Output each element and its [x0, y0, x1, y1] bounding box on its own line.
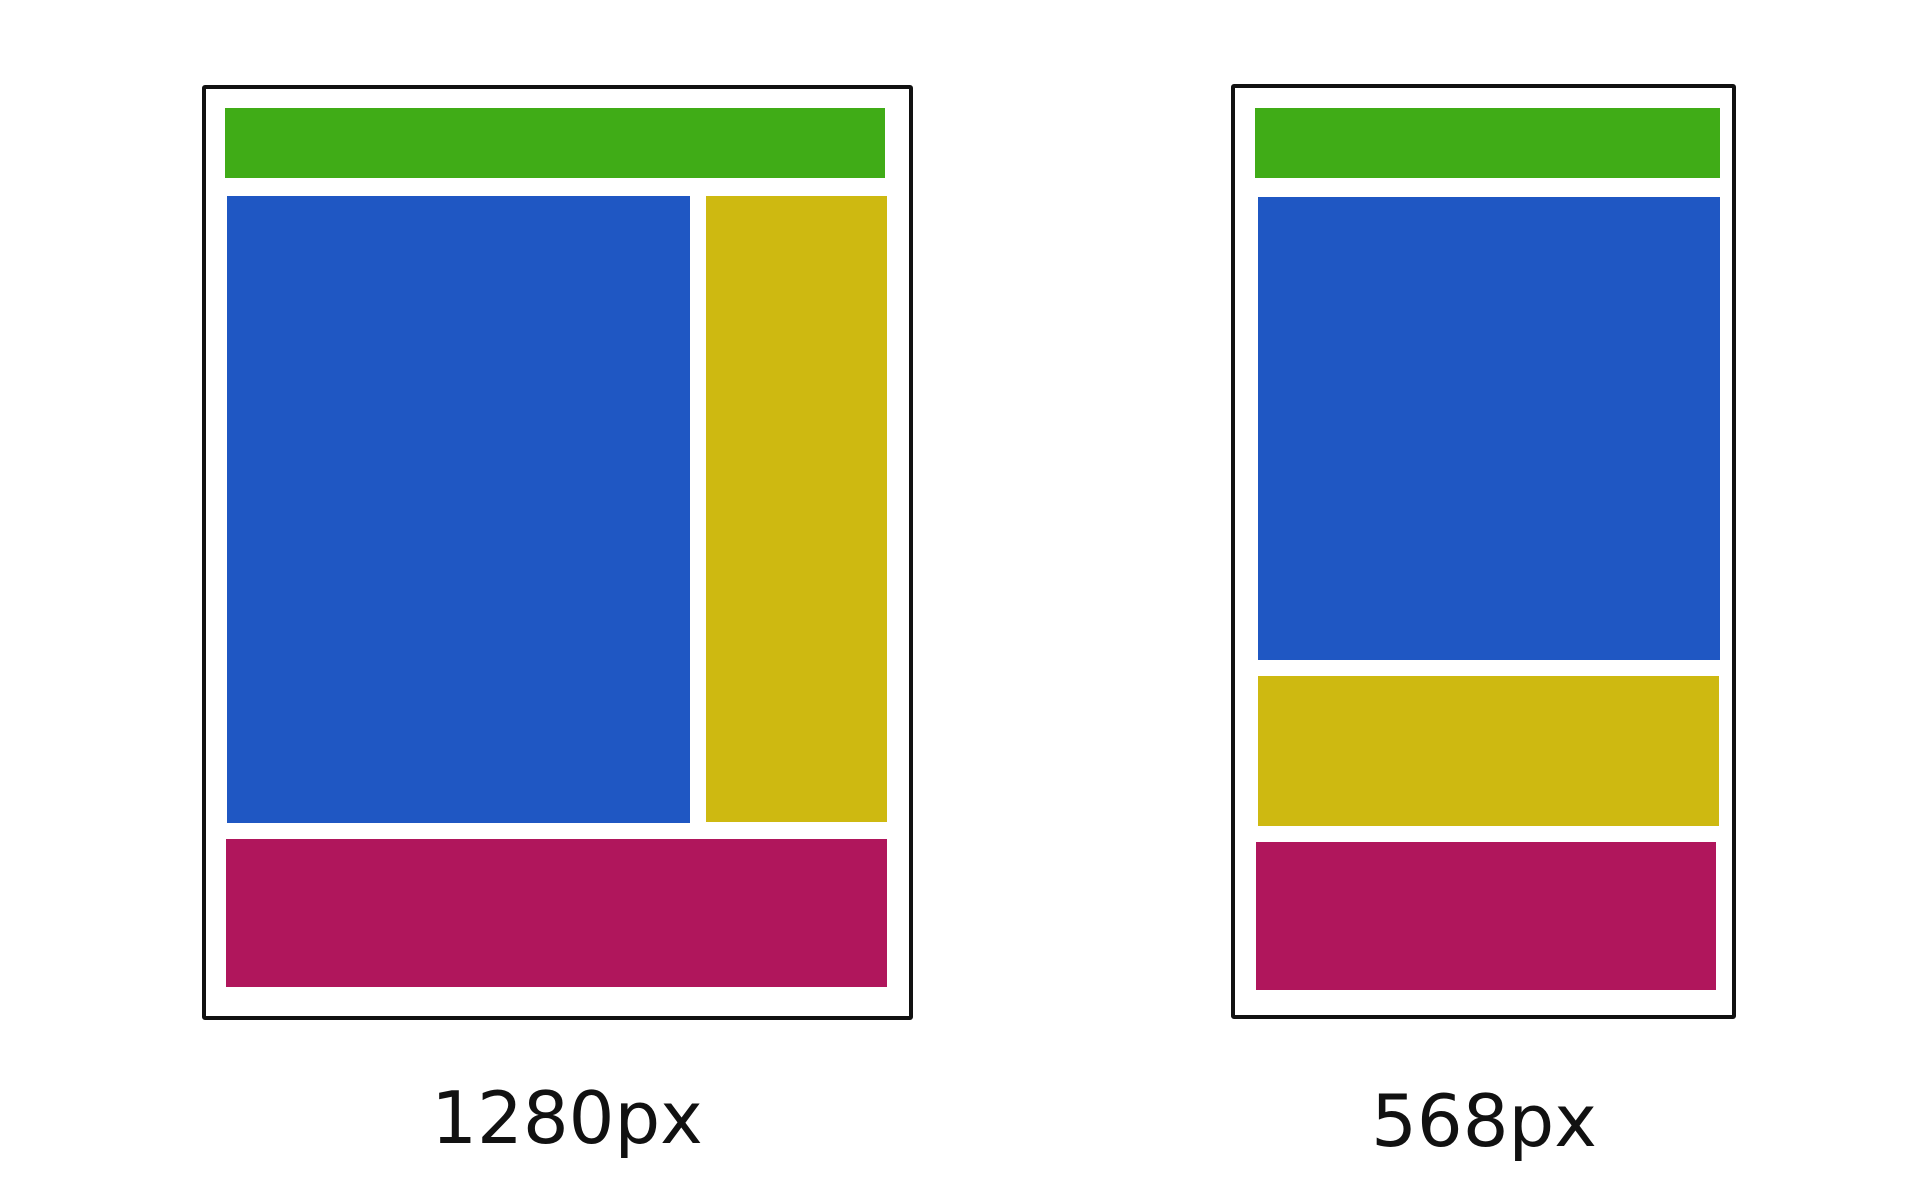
sidebar-block — [1258, 676, 1719, 826]
main-content-block — [1258, 197, 1720, 660]
layout-narrow-frame — [1231, 84, 1736, 1019]
footer-block — [226, 839, 887, 987]
sidebar-block — [706, 196, 887, 822]
layout-wide-caption: 1280px — [431, 1076, 703, 1160]
layout-wide-frame — [202, 85, 913, 1020]
footer-block — [1256, 842, 1716, 990]
header-block — [225, 108, 885, 178]
layout-narrow-caption: 568px — [1371, 1079, 1597, 1163]
main-content-block — [227, 196, 690, 823]
header-block — [1255, 108, 1720, 178]
